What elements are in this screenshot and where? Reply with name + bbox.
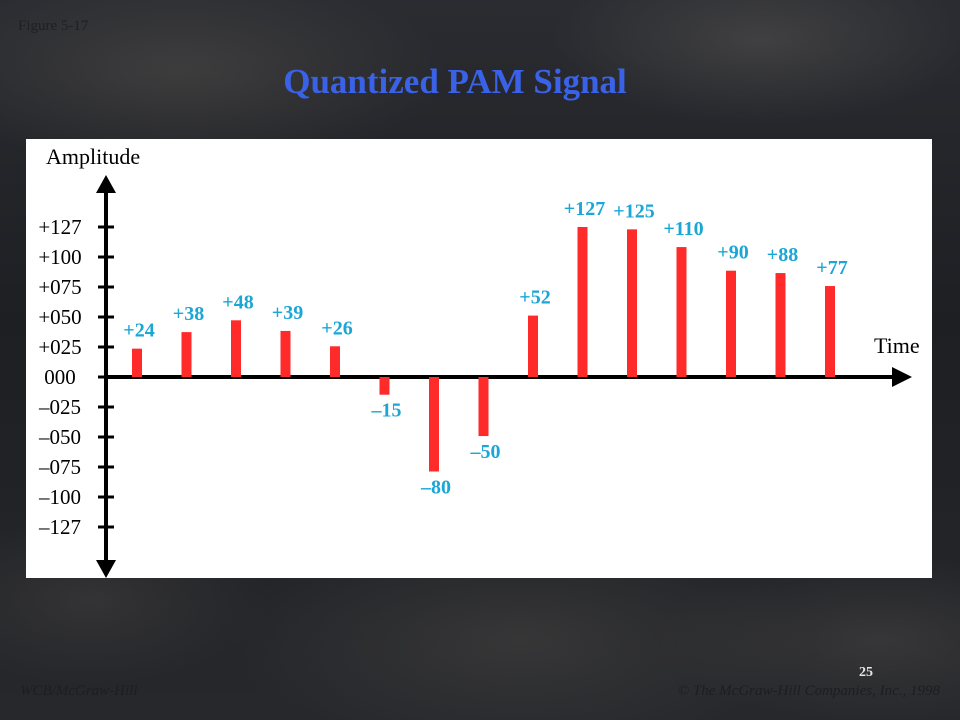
value-label: –15: [371, 400, 402, 422]
y-tick-label: +050: [38, 305, 81, 329]
bar: [429, 377, 439, 472]
y-tick-label: +127: [38, 215, 81, 239]
value-label: +48: [222, 291, 253, 313]
y-tick-label: –050: [38, 425, 81, 449]
bar: [379, 377, 390, 395]
bar: [231, 320, 241, 377]
bar: [775, 273, 786, 377]
bar: [726, 270, 736, 377]
value-label: –50: [470, 441, 501, 463]
value-label: +125: [613, 200, 654, 222]
bar: [528, 315, 538, 377]
y-tick-label: +075: [38, 275, 81, 299]
bar: [825, 286, 835, 377]
y-tick-label: +025: [38, 335, 81, 359]
value-label: +90: [717, 242, 748, 264]
value-label: +127: [564, 198, 605, 220]
value-label: +24: [123, 320, 154, 342]
slide-title: Quantized PAM Signal: [283, 62, 627, 101]
y-axis-label: Amplitude: [46, 144, 140, 169]
chart-panel: +127 +100 +075 +050 +025 000 –025 –050 –075 –100 –…: [26, 139, 932, 578]
chart-axes: [96, 175, 912, 578]
y-tick-label: –100: [38, 485, 81, 509]
y-tick-label: +100: [38, 245, 81, 269]
value-label: +88: [767, 244, 798, 266]
bar: [330, 346, 340, 377]
page-number: 25: [859, 665, 873, 680]
bar: [280, 330, 291, 377]
bar: [132, 348, 142, 377]
bar: [181, 332, 192, 377]
x-axis-label: Time: [874, 333, 920, 358]
value-labels: +24 +38 +48 +39 +26 –15 –80 –50 +52 +127 +125 +110 +…: [123, 198, 847, 498]
footer-publisher: WCB/McGraw-Hill: [20, 683, 138, 699]
y-tick-label: –127: [38, 515, 81, 539]
y-tick-label: 000: [44, 365, 76, 389]
bar: [577, 227, 588, 377]
value-label: +110: [663, 218, 703, 240]
value-label: +38: [173, 303, 204, 325]
bar: [627, 229, 637, 377]
footer-copyright: © The McGraw-Hill Companies, Inc., 1998: [677, 683, 940, 699]
bar: [676, 247, 687, 377]
value-label: +52: [519, 287, 550, 309]
y-tick-label: –025: [38, 395, 81, 419]
value-label: +39: [272, 302, 303, 324]
y-axis-arrow-down: [96, 560, 116, 578]
bar: [478, 377, 489, 437]
value-label: –80: [420, 476, 451, 498]
x-axis-arrow: [892, 367, 912, 387]
y-ticks: +127 +100 +075 +050 +025 000 –025 –050 –075 –100 –…: [38, 215, 114, 539]
y-tick-label: –075: [38, 455, 81, 479]
pam-chart: +127 +100 +075 +050 +025 000 –025 –050 –075 –100 –…: [38, 144, 920, 578]
value-label: +77: [816, 257, 847, 279]
value-label: +26: [321, 317, 352, 339]
y-axis-arrow-up: [96, 175, 116, 193]
figure-label: Figure 5-17: [18, 18, 89, 34]
bars: [132, 227, 835, 472]
